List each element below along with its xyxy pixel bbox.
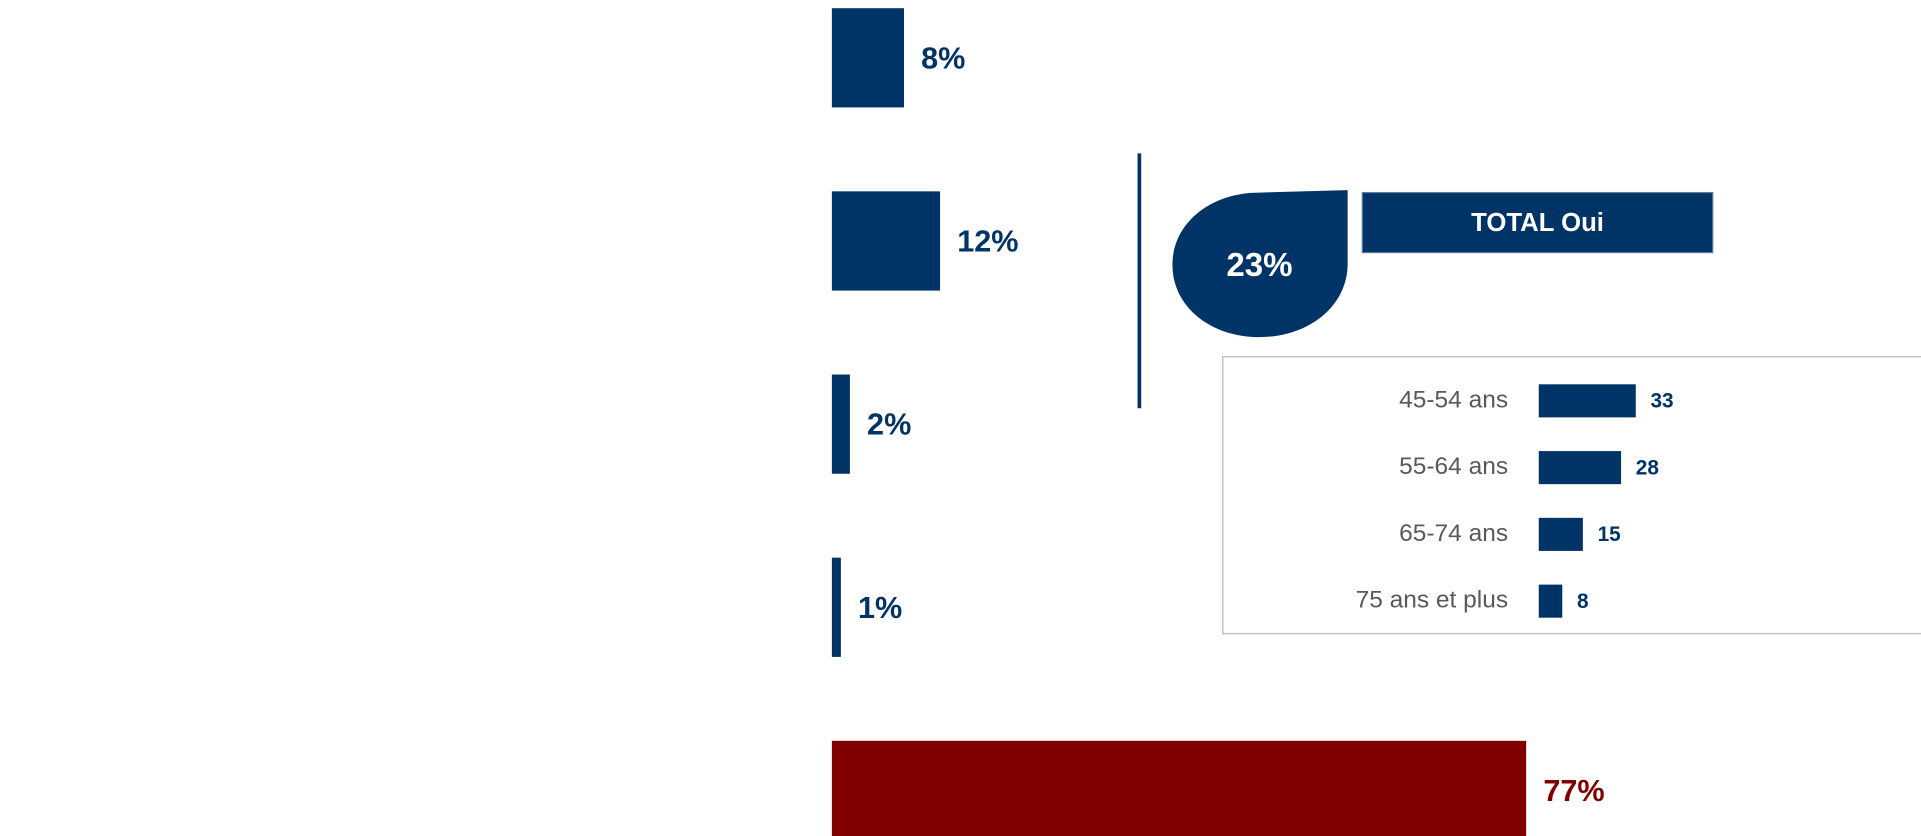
callout-title-box bbox=[1361, 191, 1714, 254]
bar bbox=[831, 740, 1527, 836]
sub-category-label: 65-74 ans bbox=[1399, 520, 1508, 547]
sub-bar bbox=[1538, 451, 1622, 485]
callout-drop bbox=[1172, 190, 1348, 338]
sub-category-label: 55-64 ans bbox=[1399, 453, 1508, 480]
sub-bar bbox=[1538, 384, 1636, 418]
bar bbox=[831, 8, 904, 108]
sub-value-label: 33 bbox=[1650, 390, 1673, 413]
sub-bar bbox=[1538, 584, 1563, 618]
sub-category-label: 45-54 ans bbox=[1399, 386, 1508, 413]
value-label: 1% bbox=[858, 591, 902, 625]
sub-value-label: 8 bbox=[1577, 590, 1589, 613]
callout-value: 23% bbox=[1226, 247, 1292, 284]
inset-box bbox=[1221, 356, 1921, 635]
value-label: 8% bbox=[921, 41, 965, 75]
bar bbox=[831, 557, 841, 657]
sub-category-label: 75 ans et plus bbox=[1356, 587, 1509, 614]
callout-title: TOTAL Oui bbox=[1471, 209, 1604, 237]
sub-value-label: 28 bbox=[1636, 456, 1659, 479]
value-label: 77% bbox=[1543, 774, 1604, 808]
value-label: 2% bbox=[867, 408, 911, 442]
bar bbox=[831, 191, 941, 291]
sub-value-label: 15 bbox=[1598, 523, 1621, 546]
bar bbox=[831, 374, 850, 474]
sub-bar bbox=[1538, 517, 1583, 551]
value-label: 12% bbox=[957, 225, 1018, 259]
